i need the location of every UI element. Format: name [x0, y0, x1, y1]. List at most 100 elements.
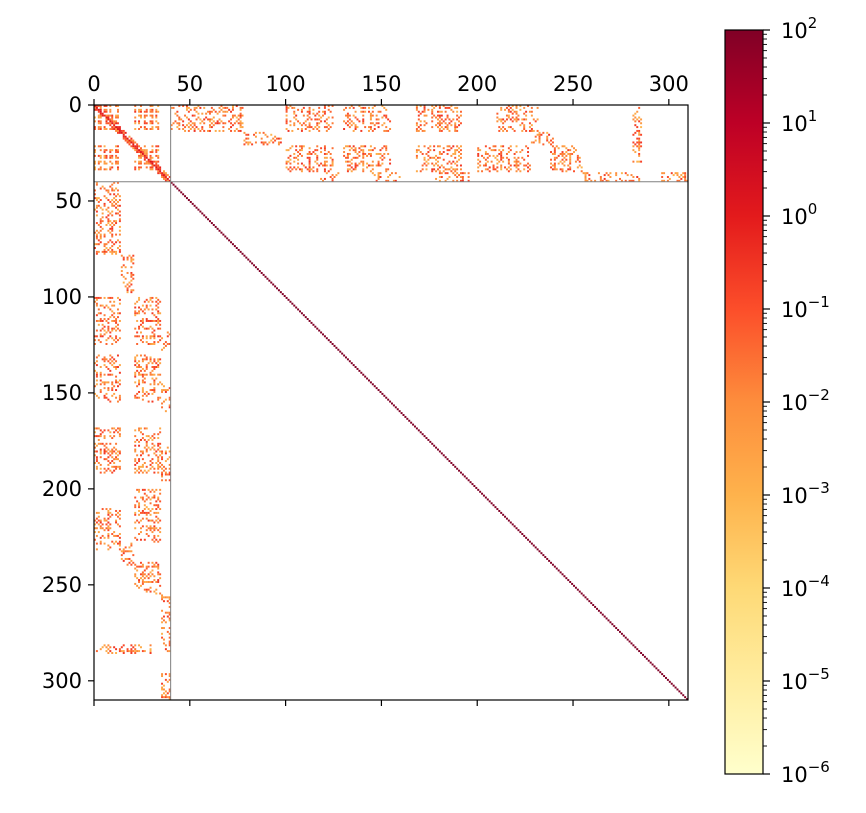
matrix-entry — [94, 343, 96, 345]
matrix-entry — [134, 396, 137, 399]
matrix-entry — [208, 129, 211, 132]
matrix-entry — [111, 199, 114, 202]
matrix-entry — [431, 108, 434, 111]
matrix-entry — [134, 450, 137, 453]
matrix-entry — [139, 577, 142, 580]
matrix-entry — [145, 306, 148, 309]
matrix-entry — [415, 108, 418, 111]
matrix-entry — [132, 650, 135, 653]
matrix-entry — [438, 166, 441, 169]
matrix-entry — [161, 598, 164, 601]
diagonal-entry — [174, 185, 177, 188]
matrix-entry — [498, 118, 501, 121]
matrix-entry — [111, 227, 114, 230]
matrix-entry — [118, 533, 121, 535]
matrix-entry — [459, 164, 462, 167]
matrix-entry — [540, 133, 543, 136]
matrix-entry — [364, 152, 367, 155]
matrix-entry — [553, 162, 556, 165]
matrix-entry — [94, 243, 96, 246]
matrix-entry — [115, 534, 118, 537]
matrix-entry — [134, 504, 137, 507]
diagonal-entry — [260, 271, 263, 274]
matrix-entry — [528, 168, 531, 171]
matrix-entry — [168, 450, 171, 453]
matrix-entry — [619, 177, 621, 180]
matrix-entry — [456, 149, 459, 152]
matrix-entry — [105, 442, 108, 445]
matrix-entry — [109, 316, 112, 319]
matrix-entry — [151, 116, 154, 119]
matrix-entry — [354, 151, 357, 154]
matrix-entry — [132, 147, 135, 150]
matrix-entry — [578, 156, 581, 159]
matrix-entry — [99, 199, 102, 202]
matrix-entry — [138, 383, 141, 386]
matrix-entry — [115, 509, 118, 512]
matrix-entry — [122, 548, 125, 551]
matrix-entry — [143, 116, 146, 119]
matrix-entry — [134, 648, 137, 651]
matrix-entry — [95, 465, 98, 468]
matrix-entry — [634, 151, 637, 154]
diagonal-entry — [590, 602, 593, 605]
matrix-entry — [287, 106, 290, 109]
matrix-entry — [103, 517, 106, 520]
matrix-entry — [134, 463, 137, 466]
matrix-entry — [507, 147, 510, 150]
matrix-entry — [561, 158, 564, 161]
matrix-entry — [164, 479, 167, 482]
matrix-entry — [143, 369, 146, 372]
matrix-entry — [111, 248, 114, 251]
matrix-entry — [95, 427, 98, 430]
matrix-entry — [109, 239, 112, 242]
diagonal-entry — [408, 419, 411, 422]
matrix-entry — [116, 327, 119, 330]
matrix-entry — [107, 448, 110, 451]
x-tick-label: 150 — [361, 72, 401, 96]
matrix-entry — [134, 302, 137, 305]
matrix-entry — [415, 124, 418, 127]
matrix-entry — [505, 152, 508, 155]
matrix-entry — [346, 114, 349, 117]
matrix-entry — [126, 557, 129, 560]
matrix-entry — [134, 310, 137, 313]
matrix-entry — [164, 690, 167, 693]
matrix-entry — [151, 160, 154, 163]
matrix-entry — [563, 160, 566, 163]
diagonal-entry — [530, 542, 533, 545]
matrix-entry — [157, 521, 160, 524]
matrix-entry — [166, 680, 169, 683]
matrix-entry — [145, 149, 148, 152]
diagonal-entry — [642, 653, 644, 656]
matrix-entry — [371, 164, 374, 167]
matrix-entry — [138, 310, 141, 313]
diagonal-entry — [168, 179, 171, 182]
matrix-entry — [634, 124, 637, 127]
matrix-entry — [277, 143, 280, 146]
matrix-entry — [477, 154, 480, 157]
matrix-entry — [500, 166, 503, 169]
matrix-entry — [218, 110, 221, 113]
matrix-entry — [285, 149, 288, 152]
matrix-entry — [448, 149, 451, 152]
matrix-entry — [254, 135, 257, 138]
matrix-entry — [143, 488, 146, 491]
matrix-entry — [141, 498, 144, 501]
matrix-entry — [95, 394, 98, 397]
matrix-entry — [538, 137, 541, 140]
matrix-entry — [95, 181, 98, 184]
matrix-entry — [99, 166, 102, 169]
matrix-entry — [431, 162, 434, 165]
matrix-entry — [151, 110, 154, 113]
matrix-entry — [153, 379, 156, 382]
matrix-entry — [515, 164, 518, 167]
matrix-entry — [116, 160, 119, 163]
matrix-entry — [369, 116, 372, 119]
matrix-entry — [115, 116, 118, 119]
matrix-entry — [285, 122, 288, 125]
diagonal-entry — [134, 145, 137, 148]
matrix-entry — [546, 139, 549, 142]
matrix-entry — [253, 133, 256, 136]
